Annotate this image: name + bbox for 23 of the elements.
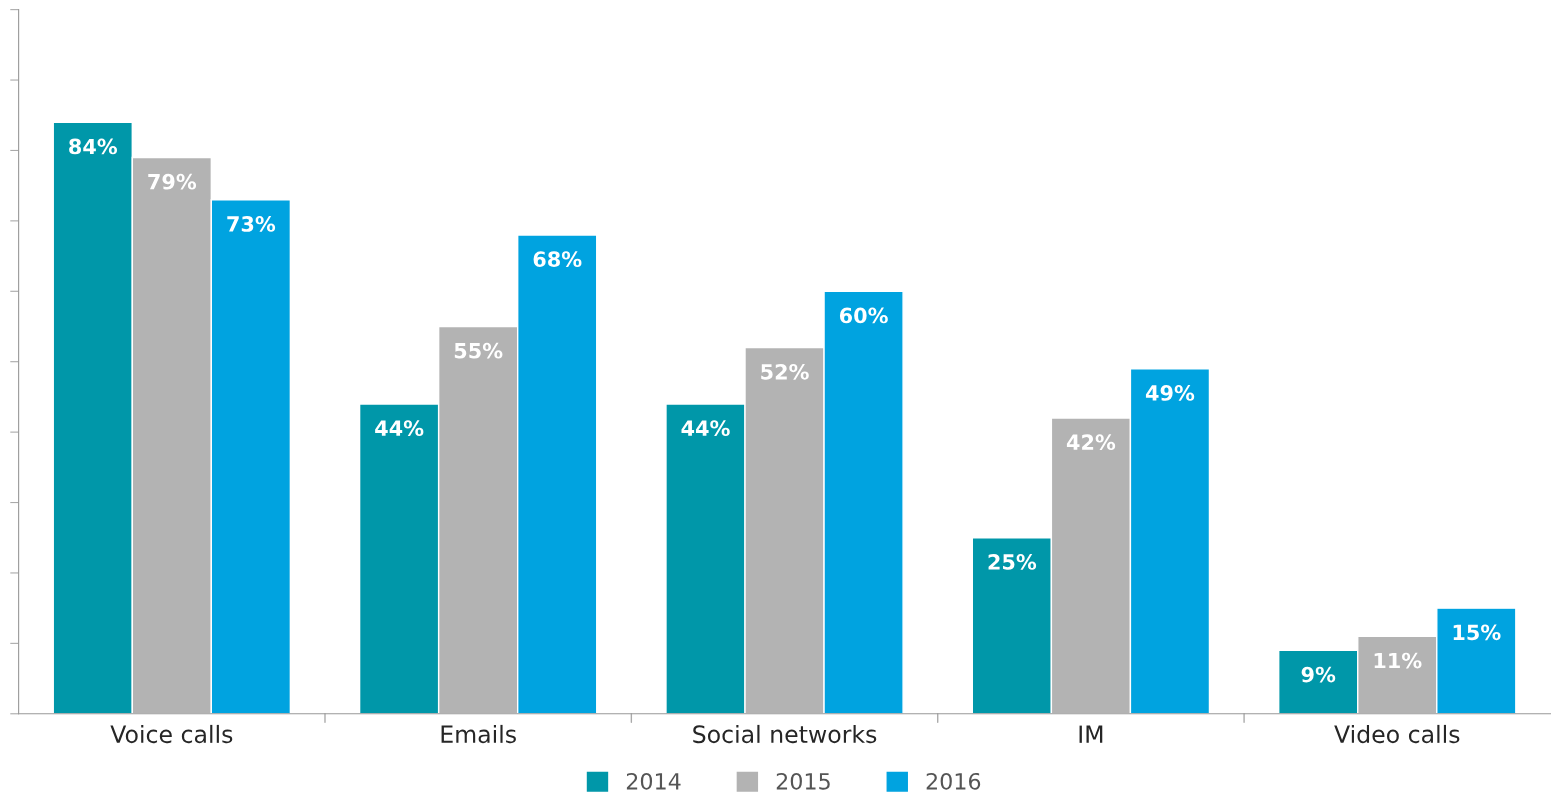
data-label: 9%	[1301, 666, 1336, 683]
data-label: 79%	[148, 173, 197, 190]
data-label: 44%	[375, 420, 424, 437]
data-label: 11%	[1374, 652, 1422, 669]
x-tick-label: Video calls	[1334, 724, 1460, 744]
x-tick-label: Social networks	[693, 724, 877, 744]
x-tick-label: IM	[1079, 725, 1103, 743]
data-label: 68%	[533, 251, 582, 268]
data-label: 49%	[1145, 385, 1195, 401]
legend-label: 2014	[626, 772, 681, 790]
data-label: 52%	[761, 363, 809, 380]
data-label: 44%	[681, 420, 730, 437]
data-label: 42%	[1066, 434, 1116, 451]
data-label: 25%	[988, 554, 1037, 570]
legend-label: 2015	[776, 772, 830, 790]
data-label: 84%	[69, 138, 118, 155]
data-label: 15%	[1453, 624, 1501, 641]
data-label: 55%	[454, 342, 503, 359]
data-label: 73%	[227, 216, 276, 232]
legend-label: 2016	[926, 772, 981, 790]
x-tick-label: Emails	[441, 724, 516, 744]
x-tick-label: Voice calls	[110, 724, 233, 744]
data-label: 60%	[839, 307, 888, 324]
